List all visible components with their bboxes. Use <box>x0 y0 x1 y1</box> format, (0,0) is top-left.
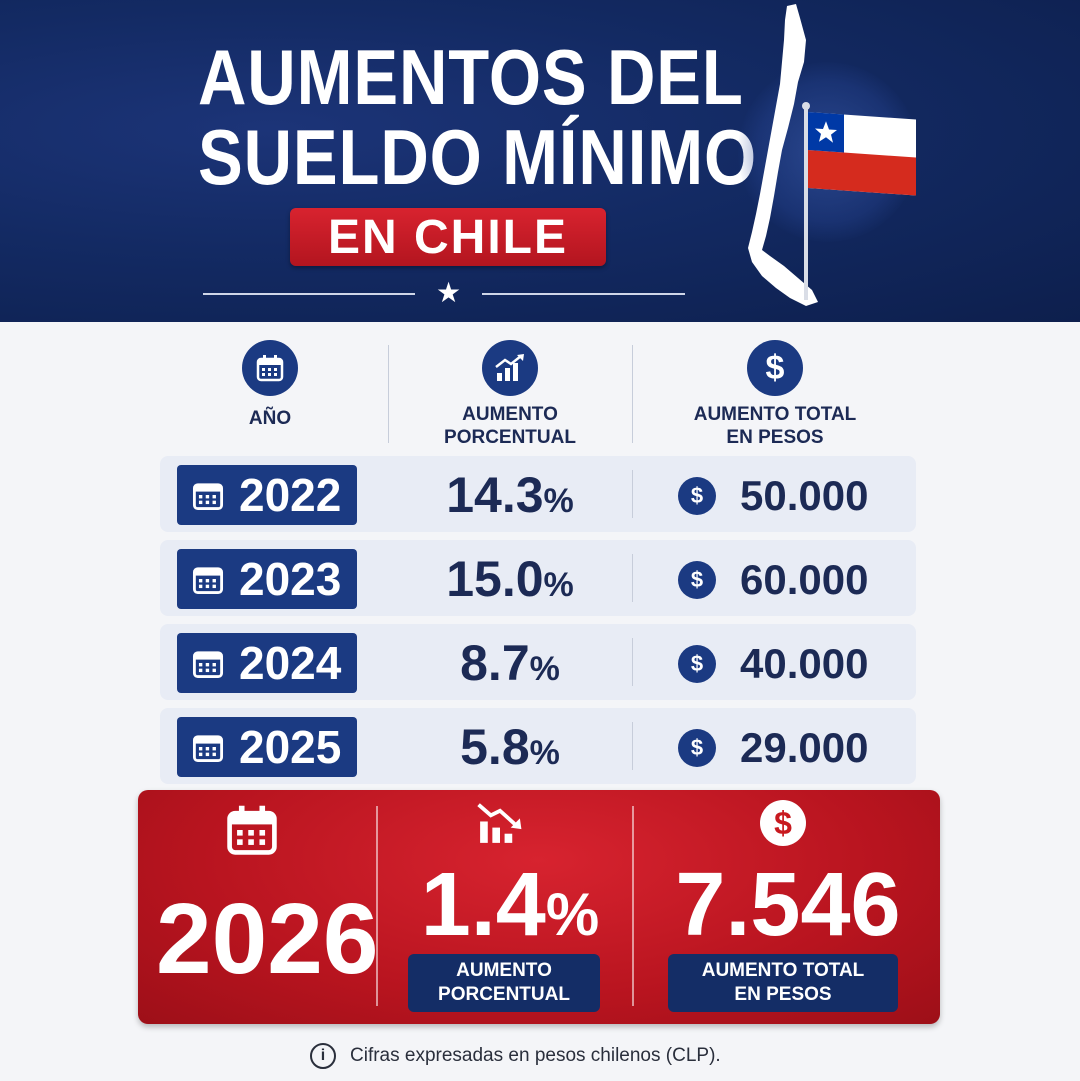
percent-label-pill: AUMENTO PORCENTUAL <box>408 954 600 1012</box>
table-row: 2023 15.0% $ 60.000 <box>160 540 916 616</box>
year-pill: 2022 <box>177 465 357 525</box>
row-year: 2023 <box>239 553 342 605</box>
percent-value: 1.4 <box>420 855 546 955</box>
star-icon: ★ <box>436 277 462 308</box>
percent-sign: % <box>529 734 560 772</box>
info-icon: i <box>310 1043 336 1069</box>
highlight-year: 2026 <box>156 883 379 995</box>
percent-value: 5.8 <box>460 719 530 775</box>
table-row: 2022 14.3% $ 50.000 <box>160 456 916 532</box>
header-separator <box>632 345 633 443</box>
highlight-card-2026: 2026 1.4% AUMENTO PORCENTUAL $ 7.546 AUM… <box>138 790 940 1024</box>
row-year: 2025 <box>239 721 342 773</box>
header-separator <box>388 345 389 443</box>
row-separator <box>632 722 633 770</box>
column-header-year: AÑO <box>210 340 330 431</box>
row-separator <box>632 554 633 602</box>
footer-note: i Cifras expresadas en pesos chilenos (C… <box>310 1043 721 1069</box>
divider-right <box>482 293 685 295</box>
calendar-icon <box>192 483 224 511</box>
chile-flag-icon <box>808 111 916 196</box>
percent-value: 15.0 <box>446 551 544 607</box>
chile-badge: EN CHILE <box>290 208 606 266</box>
row-percent: 14.3% <box>400 466 620 524</box>
highlight-percent: 1.4% <box>400 854 620 957</box>
flag-pole <box>804 108 808 300</box>
dollar-icon: $ <box>747 340 803 396</box>
row-amount: $ 50.000 <box>678 472 868 520</box>
row-amount: $ 60.000 <box>678 556 868 604</box>
row-separator <box>632 638 633 686</box>
growth-chart-icon <box>482 340 538 396</box>
calendar-icon <box>192 567 224 595</box>
column-header-percent: AUMENTO PORCENTUAL <box>430 340 590 450</box>
amount-value: 29.000 <box>740 724 869 771</box>
row-percent: 15.0% <box>400 550 620 608</box>
row-amount: $ 29.000 <box>678 724 868 772</box>
footer-text: Cifras expresadas en pesos chilenos (CLP… <box>350 1045 721 1066</box>
dollar-icon: $ <box>760 800 806 846</box>
title-line-1: AUMENTOS DEL <box>198 33 744 121</box>
highlight-amount: 7.546 <box>675 855 901 955</box>
column-label-percent: AUMENTO PORCENTUAL <box>444 404 576 448</box>
row-percent: 5.8% <box>400 718 620 776</box>
amount-value: 40.000 <box>740 640 869 687</box>
divider-left <box>203 293 415 295</box>
year-pill: 2024 <box>177 633 357 693</box>
amount-value: 60.000 <box>740 556 869 603</box>
row-amount: $ 40.000 <box>678 640 868 688</box>
dollar-icon: $ <box>678 729 716 767</box>
dollar-icon: $ <box>678 477 716 515</box>
row-year: 2024 <box>239 637 342 689</box>
card-separator <box>376 806 378 1006</box>
decline-chart-icon <box>477 803 522 843</box>
dollar-icon: $ <box>678 645 716 683</box>
calendar-icon <box>192 735 224 763</box>
percent-sign: % <box>529 650 560 688</box>
row-separator <box>632 470 633 518</box>
calendar-icon <box>227 805 277 855</box>
percent-sign: % <box>543 482 574 520</box>
calendar-icon <box>242 340 298 396</box>
table-row: 2025 5.8% $ 29.000 <box>160 708 916 784</box>
table-row: 2024 8.7% $ 40.000 <box>160 624 916 700</box>
year-pill: 2023 <box>177 549 357 609</box>
card-separator <box>632 806 634 1006</box>
column-label-total: AUMENTO TOTAL EN PESOS <box>693 404 857 448</box>
title-line-2: SUELDO MÍNIMO <box>198 113 757 201</box>
percent-sign: % <box>545 881 600 948</box>
amount-label-pill: AUMENTO TOTAL EN PESOS <box>668 954 898 1012</box>
calendar-icon <box>192 651 224 679</box>
row-year: 2022 <box>239 469 342 521</box>
chile-map-icon <box>748 4 916 306</box>
column-header-total: $ AUMENTO TOTAL EN PESOS <box>680 340 870 450</box>
row-percent: 8.7% <box>400 634 620 692</box>
percent-value: 14.3 <box>446 467 544 523</box>
dollar-icon: $ <box>678 561 716 599</box>
percent-sign: % <box>543 566 574 604</box>
header-banner: AUMENTOS DEL SUELDO MÍNIMO EN CHILE ★ <box>0 0 1080 322</box>
amount-value: 50.000 <box>740 472 869 519</box>
percent-value: 8.7 <box>460 635 530 691</box>
year-pill: 2025 <box>177 717 357 777</box>
column-label-year: AÑO <box>248 408 292 429</box>
